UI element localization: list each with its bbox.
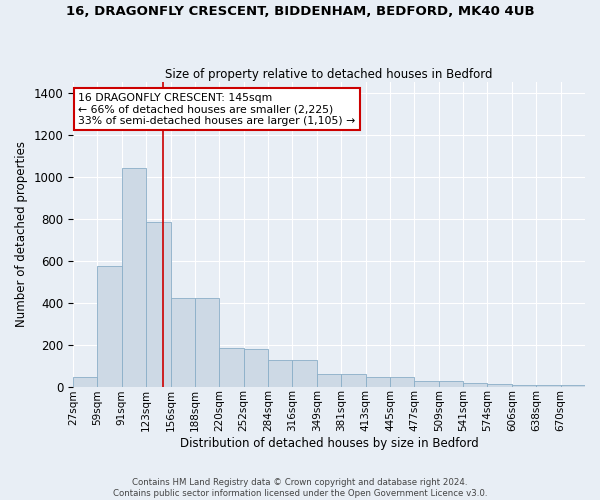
Text: Contains HM Land Registry data © Crown copyright and database right 2024.
Contai: Contains HM Land Registry data © Crown c… [113,478,487,498]
Bar [415,382,439,386]
Bar [463,383,487,386]
Bar [390,376,415,386]
Bar [146,222,170,386]
Bar [220,348,244,387]
Y-axis label: Number of detached properties: Number of detached properties [15,142,28,328]
Bar [512,385,536,386]
Bar [487,384,512,386]
X-axis label: Distribution of detached houses by size in Bedford: Distribution of detached houses by size … [179,437,478,450]
Bar [536,385,560,386]
Bar [170,298,195,386]
Text: 16 DRAGONFLY CRESCENT: 145sqm
← 66% of detached houses are smaller (2,225)
33% o: 16 DRAGONFLY CRESCENT: 145sqm ← 66% of d… [78,93,355,126]
Title: Size of property relative to detached houses in Bedford: Size of property relative to detached ho… [165,68,493,81]
Bar [97,266,122,386]
Bar [268,360,292,386]
Bar [439,382,463,386]
Bar [195,298,220,386]
Bar [73,376,97,386]
Bar [365,376,390,386]
Bar [244,349,268,387]
Bar [341,374,365,386]
Bar [122,168,146,386]
Bar [560,385,585,386]
Text: 16, DRAGONFLY CRESCENT, BIDDENHAM, BEDFORD, MK40 4UB: 16, DRAGONFLY CRESCENT, BIDDENHAM, BEDFO… [65,5,535,18]
Bar [292,360,317,386]
Bar [317,374,341,386]
